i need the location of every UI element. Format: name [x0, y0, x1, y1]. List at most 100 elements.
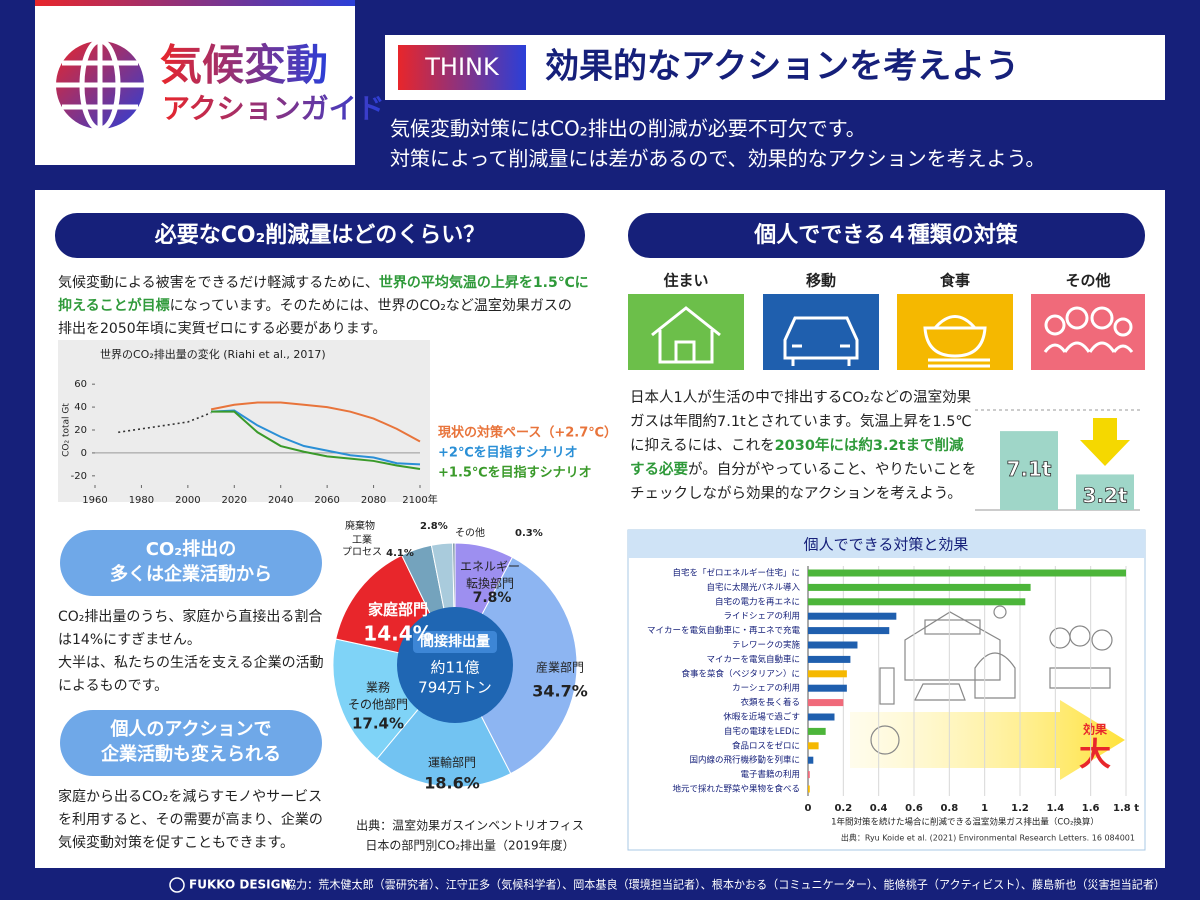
text-run: 気候変動による被害をできるだけ軽減するために、	[58, 274, 379, 291]
bar	[808, 727, 826, 735]
x-tick-label: 0.6	[905, 803, 923, 814]
bar-value-label: 7.1t	[1007, 457, 1052, 481]
series-line	[211, 409, 421, 466]
pie-slice	[376, 664, 512, 788]
body-text: は14%にすぎません。	[58, 632, 201, 648]
tile-housing	[628, 294, 744, 370]
callout-title: 多くは企業活動から	[110, 563, 272, 585]
kind-label: 住まい	[663, 272, 708, 290]
x-tick-label: 1.6	[1082, 803, 1100, 814]
y-tick-label: 40	[74, 402, 87, 413]
intro-text: する必要が。自分がやっていること、やりたいことを	[630, 460, 976, 478]
pie-label: 廃棄物	[345, 519, 375, 532]
x-tick-label: 1960	[82, 495, 107, 506]
bar	[808, 684, 847, 692]
intro-text: 抑えることが目標になっています。そのためには、世界のCO₂など温室効果ガスの	[58, 297, 572, 314]
bar-value-label: 3.2t	[1083, 484, 1128, 508]
pie-label: エネルギー	[460, 560, 520, 574]
text-run: チェックしながら効果的なアクションを考えよう。	[630, 485, 962, 502]
center-title-box	[413, 631, 497, 653]
bar	[808, 627, 890, 635]
y-tick-label: 0	[81, 448, 87, 459]
pie-label: その他部門	[348, 697, 408, 712]
section-heading: 個人でできる４種類の対策	[753, 222, 1019, 248]
text-run: 日本人1人が生活の中で排出するCO₂などの温室効果	[630, 389, 971, 406]
logo-stripe	[35, 0, 355, 6]
y-axis-label: CO₂ total Gt	[62, 403, 72, 457]
badge	[398, 45, 526, 90]
body-text: を利用すると、その需要が高まり、企業の	[58, 811, 323, 828]
x-tick-label: 2040	[268, 495, 293, 506]
x-tick-label: 2100年	[402, 493, 437, 506]
x-tick-label: 2060	[314, 495, 339, 506]
text-run: する必要	[630, 460, 688, 478]
x-tick-label: 1	[981, 803, 988, 814]
category-label: 自宅の電力を再エネに	[715, 596, 800, 607]
category-label: 自宅を「ゼロエネルギー住宅」に	[672, 568, 800, 579]
text-run: に抑えるには、これを	[630, 437, 775, 454]
bar	[808, 612, 897, 620]
category-label: 自宅の電球をLEDに	[724, 726, 800, 737]
bar-panel-header	[628, 530, 1145, 558]
pie-value-label: 2.8%	[420, 521, 448, 532]
heading-pill	[628, 213, 1145, 258]
page-title: 効果的なアクションを考えよう	[545, 47, 1019, 87]
series-line	[211, 410, 421, 470]
intro-text: 排出を2050年頃に実質ゼロにする必要があります。	[58, 321, 386, 337]
intro-text: に抑えるには、これを2030年には約3.2tまで削減	[630, 436, 964, 454]
globe-icon	[56, 38, 144, 132]
bar-panel	[627, 529, 1146, 851]
effect-label: 効果	[1083, 722, 1107, 737]
x-tick-label: 1980	[129, 495, 154, 506]
source-text: 出典：温室効果ガスインベントリオフィス	[356, 818, 584, 833]
badge-text: THINK	[424, 53, 500, 81]
bar	[808, 771, 810, 779]
heading-pill	[55, 213, 585, 258]
text-run: になっています。そのためには、世界のCO₂など温室効果ガスの	[170, 297, 572, 314]
pie-value-label: 14.4%	[363, 622, 432, 646]
center-title: 間接排出量	[420, 633, 490, 650]
pie-label: 業務	[366, 681, 390, 695]
pie-label: 転換部門	[466, 576, 514, 591]
y-tick-label: 60	[74, 379, 87, 390]
pie-value-label: 17.4%	[352, 715, 404, 733]
bar	[808, 569, 1126, 577]
callout-title: 企業活動も変えられる	[100, 743, 281, 765]
bar	[808, 699, 844, 707]
lead-text: 気候変動対策にはCO₂排出の削減が必要不可欠です。	[390, 117, 866, 141]
callout-title: CO₂排出の	[146, 538, 236, 560]
y-tick-label: -20	[71, 471, 87, 482]
category-label: 地元で採れた野菜や果物を食べる	[672, 784, 800, 795]
effect-label: 大	[1079, 735, 1111, 773]
category-label: 電子書籍の利用	[740, 769, 800, 780]
effect-arrow	[850, 700, 1125, 780]
callout-pill	[60, 530, 322, 596]
text-run: 世界の平均気温の上昇を1.5℃に	[379, 274, 589, 291]
pie-label: 工業	[352, 533, 372, 546]
kind-label: 移動	[806, 272, 836, 290]
pie-value-label: 7.8%	[473, 590, 512, 606]
chart-title: 世界のCO₂排出量の変化 (Riahi et al., 2017)	[100, 347, 326, 361]
brand: FUKKO DESIGN	[189, 878, 291, 892]
reduce-arrow	[1080, 418, 1130, 466]
credits: 協力：荒木健太郎（雲研究者）、江守正多（気候科学者）、岡本基良（環境担当記者）、…	[285, 878, 1165, 892]
intro-text: 気候変動による被害をできるだけ軽減するために、世界の平均気温の上昇を1.5℃に	[58, 274, 589, 291]
pie-value-label: 18.6%	[424, 774, 480, 793]
category-label: 食品ロスをゼロに	[732, 740, 800, 751]
logo-title: 気候変動	[160, 41, 328, 90]
category-label: マイカーを電気自動車に・再エネで充電	[647, 625, 801, 636]
x-tick-label: 0.4	[870, 803, 888, 814]
text-run: 2030年には約3.2tまで削減	[775, 436, 964, 454]
category-label: 衣類を長く着る	[740, 697, 800, 708]
bar	[808, 655, 851, 663]
text-run: 排出を2050年頃に実質ゼロにする必要があります。	[58, 321, 386, 337]
category-label: テレワークの実施	[732, 640, 801, 651]
bar	[1000, 431, 1058, 510]
bar	[808, 670, 847, 678]
logo-subtitle: アクションガイド	[162, 92, 385, 125]
pie-label: 運輸部門	[428, 755, 476, 770]
legend-label: +2℃を目指すシナリオ	[438, 445, 578, 461]
source-text: 出典：Ryu Koide et al. (2021) Environmental…	[841, 833, 1135, 843]
center-text: 794万トン	[418, 679, 492, 697]
